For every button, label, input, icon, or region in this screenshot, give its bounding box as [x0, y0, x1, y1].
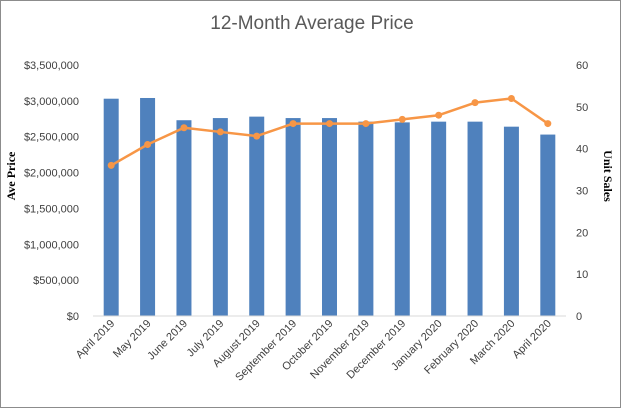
line-point	[544, 120, 552, 128]
line-point	[289, 120, 297, 128]
line-point	[180, 124, 188, 132]
left-axis-ticks: $0 $500,000 $1,000,000 $1,500,000 $2,000,000…	[24, 60, 79, 323]
y2-tick-label: 10	[576, 269, 588, 281]
bar-series	[103, 97, 556, 317]
y2-tick-label: 30	[576, 186, 588, 198]
x-tick-label: June 2019	[145, 318, 190, 363]
bar	[212, 118, 228, 316]
line-point	[435, 111, 443, 119]
bar	[467, 121, 483, 316]
y2-tick-label: 40	[576, 144, 588, 156]
y2-axis-title: Unit Sales	[601, 150, 615, 202]
x-tick-label: April 2019	[74, 318, 118, 362]
y2-tick-label: 20	[576, 227, 588, 239]
bar	[322, 118, 337, 316]
bar	[285, 118, 301, 316]
line-point	[107, 161, 115, 169]
y-tick-label: $1,500,000	[24, 203, 79, 215]
y-tick-label: $0	[67, 311, 79, 323]
bar	[249, 116, 265, 317]
bar	[503, 126, 519, 316]
y2-tick-label: 50	[576, 102, 588, 114]
line-point	[216, 128, 224, 136]
bar	[394, 122, 410, 316]
line-series	[107, 94, 552, 169]
line-point	[398, 115, 406, 123]
y-axis-title: Ave Price	[4, 151, 18, 200]
y-tick-label: $3,000,000	[24, 96, 79, 108]
y2-tick-label: 0	[576, 311, 582, 323]
line-point	[253, 132, 261, 140]
line-point	[507, 94, 515, 102]
bar	[540, 134, 556, 316]
line-point	[471, 99, 479, 107]
y-tick-label: $500,000	[33, 275, 79, 287]
chart-title: 12-Month Average Price	[210, 13, 414, 34]
y-tick-label: $2,500,000	[24, 132, 79, 144]
y-tick-label: $3,500,000	[24, 60, 79, 72]
y2-tick-label: 60	[576, 60, 588, 72]
right-axis-ticks: 0 10 20 30 40 50 60	[576, 60, 588, 323]
line-point	[362, 120, 370, 128]
line-point	[144, 140, 152, 148]
y-tick-label: $2,000,000	[24, 168, 79, 180]
bar	[431, 121, 447, 316]
bar	[103, 98, 119, 316]
line-point	[326, 120, 333, 128]
x-tick-label: April 2020	[510, 318, 554, 362]
bar	[140, 97, 156, 316]
bar	[176, 120, 192, 316]
bar	[358, 121, 374, 316]
y-tick-label: $1,000,000	[24, 239, 79, 251]
